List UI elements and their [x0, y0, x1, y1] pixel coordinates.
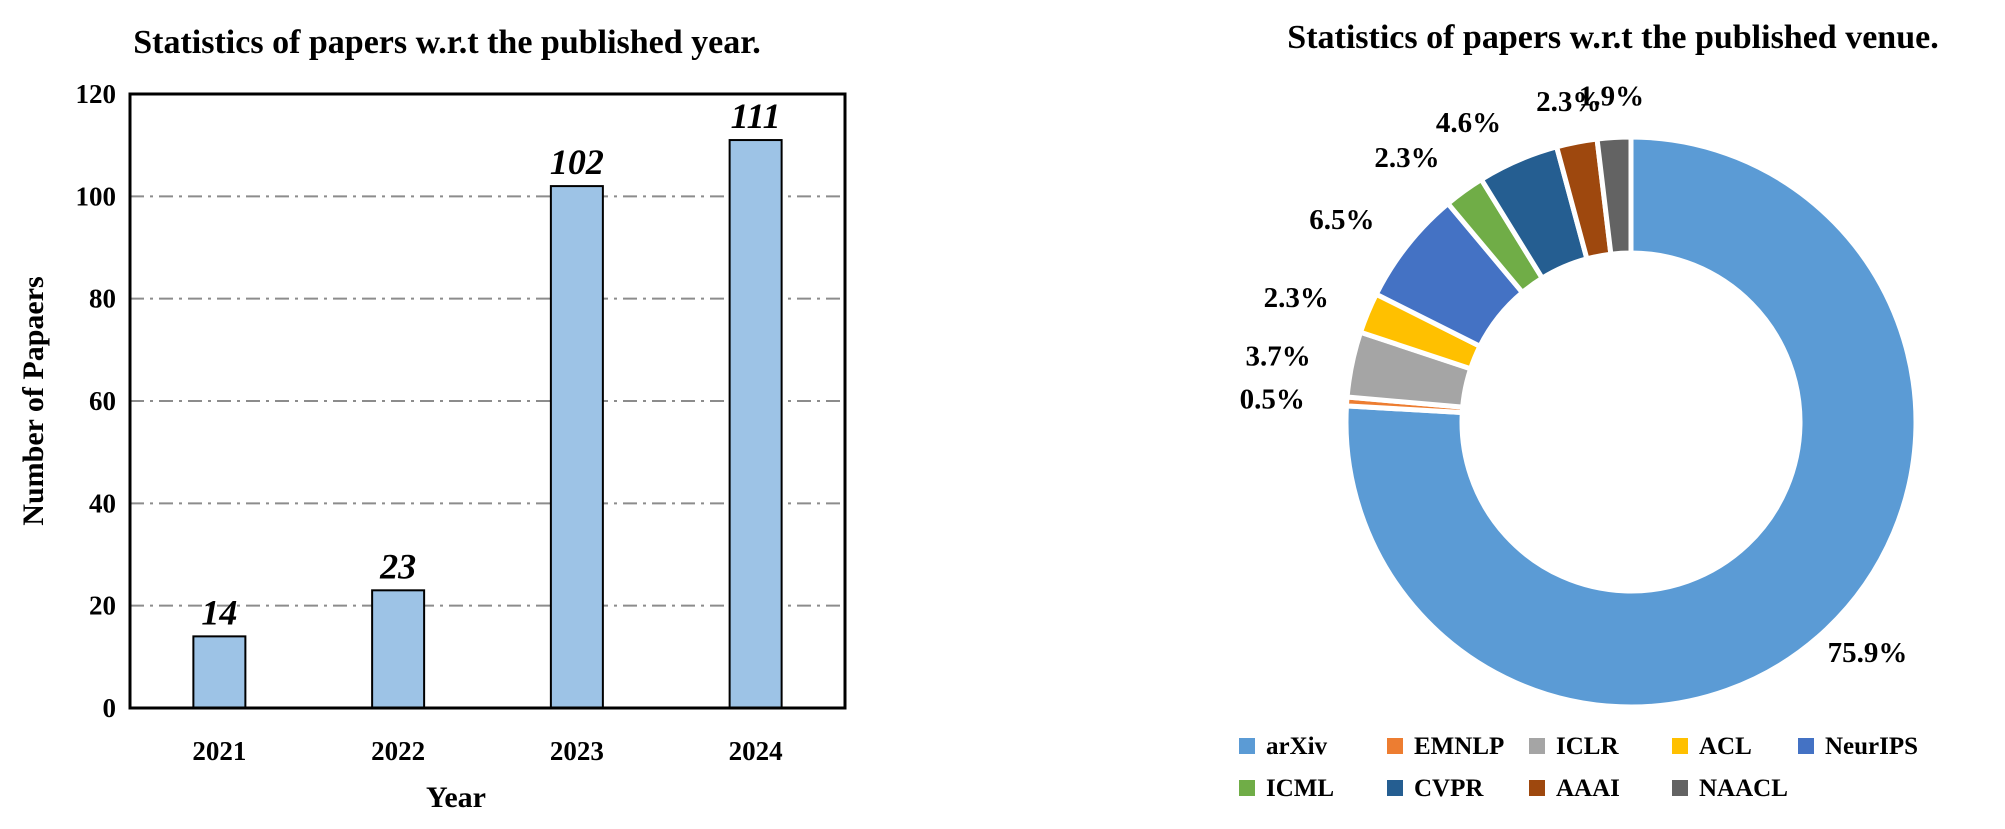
slice-percent-label: 2.3% [1374, 142, 1439, 174]
slice-labels: 75.9%0.5%3.7%2.3%6.5%2.3%4.6%2.3%1.9% [1240, 81, 1908, 669]
x-tick-label: 2023 [550, 736, 604, 766]
legend-label: ICML [1266, 775, 1334, 802]
x-tick-label: 2021 [192, 736, 246, 766]
x-axis-label: Year [426, 781, 486, 814]
bar [549, 185, 604, 710]
legend-swatch [1387, 780, 1403, 796]
bar [371, 589, 426, 709]
bar [192, 635, 247, 709]
slice-percent-label: 2.3% [1536, 86, 1601, 118]
bar-data-label: 23 [379, 546, 416, 586]
y-tick-label: 120 [76, 79, 117, 109]
axis-ticks: 0 20 40 60 80 100 120 2021 2022 2023 2024 [76, 79, 783, 766]
legend: arXiv EMNLP ICLR ACL NeurIPS ICML CVPR AAAI NAAC… [1239, 733, 1918, 802]
x-tick-label: 2022 [371, 736, 425, 766]
legend-swatch [1529, 780, 1545, 796]
donut-slice-arxiv [1343, 134, 1919, 710]
legend-swatch [1239, 780, 1255, 796]
legend-item-emnlp: EMNLP [1387, 733, 1504, 760]
legend-label: AAAI [1556, 775, 1620, 802]
slice-percent-label: 0.5% [1240, 383, 1305, 415]
y-axis-label: Number of Papaers [17, 276, 50, 525]
x-tick-label: 2024 [729, 736, 783, 766]
slice-percent-label: 4.6% [1436, 107, 1501, 139]
slice-percent-label: 6.5% [1309, 204, 1374, 236]
donut-chart: Statistics of papers w.r.t the published… [1239, 19, 1939, 802]
bar-chart-title: Statistics of papers w.r.t the published… [133, 24, 761, 61]
y-tick-label: 100 [76, 181, 117, 211]
legend-item-neurips: NeurIPS [1798, 733, 1918, 760]
y-tick-label: 40 [89, 488, 116, 518]
legend-label: ACL [1699, 733, 1752, 760]
slice-percent-label: 75.9% [1828, 637, 1908, 669]
slice-percent-label: 2.3% [1264, 282, 1329, 314]
y-tick-label: 60 [89, 386, 116, 416]
legend-swatch [1798, 738, 1814, 754]
legend-label: CVPR [1414, 775, 1484, 802]
legend-label: ICLR [1556, 733, 1619, 760]
data-labels: 14 23 102 111 [201, 96, 780, 632]
grid-lines [130, 195, 845, 607]
donut-slice-naacl [1594, 134, 1634, 257]
legend-item-naacl: NAACL [1672, 775, 1788, 802]
donut-chart-title: Statistics of papers w.r.t the published… [1287, 19, 1938, 56]
bar-data-label: 14 [201, 592, 237, 632]
legend-swatch [1387, 738, 1403, 754]
bar [728, 139, 783, 710]
legend-item-icml: ICML [1239, 775, 1334, 802]
legend-item-iclr: ICLR [1529, 733, 1619, 760]
donut-slices [1343, 134, 1919, 710]
y-tick-label: 20 [89, 591, 116, 621]
bar-data-label: 111 [731, 96, 781, 136]
legend-label: NAACL [1699, 775, 1788, 802]
bars [192, 139, 783, 710]
legend-label: arXiv [1266, 733, 1328, 760]
legend-label: EMNLP [1414, 733, 1504, 760]
legend-label: NeurIPS [1825, 733, 1918, 760]
y-tick-label: 80 [89, 284, 116, 314]
bar-chart: Statistics of papers w.r.t the published… [17, 24, 847, 814]
slice-percent-label: 3.7% [1246, 341, 1311, 373]
legend-swatch [1672, 738, 1688, 754]
legend-swatch [1239, 738, 1255, 754]
legend-swatch [1529, 738, 1545, 754]
legend-item-cvpr: CVPR [1387, 775, 1484, 802]
slice-percent-label: 1.9% [1579, 81, 1644, 113]
bar-data-label: 102 [550, 142, 604, 182]
y-tick-label: 0 [103, 693, 117, 723]
legend-swatch [1672, 780, 1688, 796]
plot-area-frame [128, 92, 847, 710]
legend-item-arxiv: arXiv [1239, 733, 1328, 760]
legend-item-aaai: AAAI [1529, 775, 1620, 802]
legend-item-acl: ACL [1672, 733, 1752, 760]
